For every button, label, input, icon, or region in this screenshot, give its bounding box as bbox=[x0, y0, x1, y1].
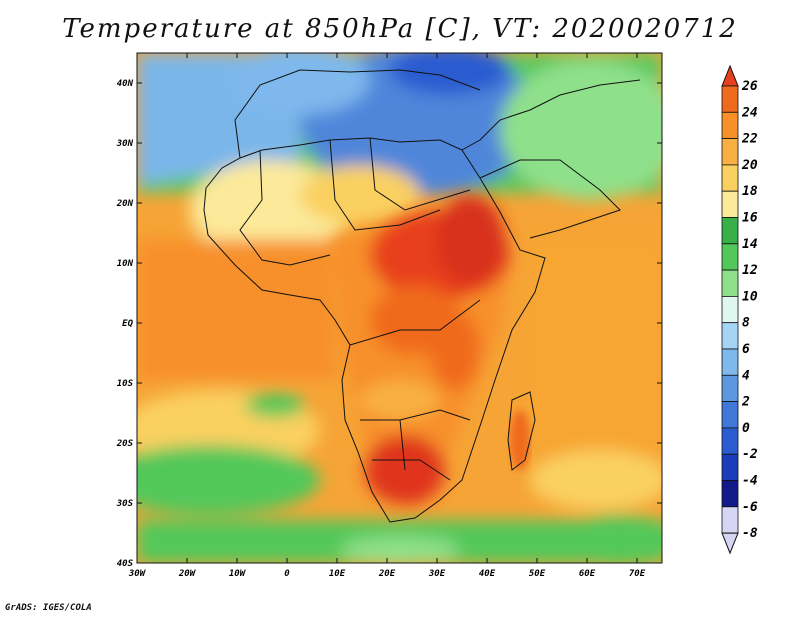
colorbar-label: 24 bbox=[741, 105, 758, 120]
lon-label-20w: 20W bbox=[178, 569, 197, 579]
colorbar-label: -4 bbox=[742, 474, 758, 489]
lon-label-30w: 30W bbox=[128, 569, 147, 579]
lat-label-10n: 10N bbox=[117, 259, 134, 269]
colorbar-label: -8 bbox=[742, 526, 758, 541]
map-title: Temperature at 850hPa [C], VT: 202002071… bbox=[62, 14, 738, 44]
plot-frame bbox=[136, 52, 663, 564]
colorbar-swatch bbox=[721, 374, 739, 402]
colorbar-label: 20 bbox=[741, 158, 758, 173]
colorbar-swatch bbox=[721, 164, 739, 192]
colorbar-swatch bbox=[721, 269, 739, 297]
colorbar-top-arrow bbox=[721, 64, 739, 87]
colorbar-swatch bbox=[721, 295, 739, 324]
colorbar-swatch bbox=[721, 190, 739, 218]
lat-label-40n: 40N bbox=[117, 79, 134, 89]
colorbar-swatch bbox=[721, 322, 739, 350]
colorbar-label: 12 bbox=[742, 263, 758, 278]
colorbar-swatch bbox=[721, 243, 739, 271]
lat-label-30n: 30N bbox=[116, 139, 134, 149]
lon-label-10w: 10W bbox=[229, 569, 247, 579]
lat-label-20s: 20S bbox=[116, 439, 134, 449]
colorbar-swatch bbox=[721, 138, 739, 166]
colorbar-label: 16 bbox=[742, 211, 758, 226]
lon-label-40e: 40E bbox=[479, 569, 496, 579]
colorbar-label: 22 bbox=[741, 132, 758, 147]
lon-label-10e: 10E bbox=[329, 569, 346, 579]
lon-label-20e: 20E bbox=[378, 569, 396, 579]
colorbar-label: 2 bbox=[741, 395, 750, 410]
colorbar-bottom-arrow bbox=[721, 532, 739, 555]
map-field bbox=[137, 53, 662, 563]
lon-label-50e: 50E bbox=[529, 569, 546, 579]
colorbar-label: 8 bbox=[742, 316, 750, 331]
colorbar-label: 14 bbox=[742, 237, 758, 252]
colorbar-swatch bbox=[721, 217, 739, 245]
lat-label-40s: 40S bbox=[117, 559, 134, 569]
colorbar-label: 0 bbox=[742, 421, 750, 436]
lat-label-30s: 30S bbox=[116, 499, 134, 509]
lon-label-30e: 30E bbox=[428, 569, 446, 579]
colorbar-label: 26 bbox=[741, 79, 758, 94]
map-ticks bbox=[136, 53, 662, 564]
lat-label-10s: 10S bbox=[117, 379, 134, 389]
colorbar-swatch bbox=[721, 85, 739, 113]
colorbar-swatch bbox=[721, 348, 739, 376]
lat-label-20n: 20N bbox=[116, 199, 134, 209]
colorbar-label: 10 bbox=[742, 289, 758, 304]
colorbar-swatch bbox=[721, 453, 739, 481]
colorbar-swatch bbox=[721, 401, 739, 429]
colorbar-label: 18 bbox=[742, 184, 758, 199]
lat-label-eq: EQ bbox=[122, 319, 133, 329]
colorbar-swatch bbox=[721, 427, 739, 455]
colorbar-label: -6 bbox=[742, 500, 758, 515]
colorbar-label: 4 bbox=[742, 368, 750, 383]
colorbar-label: -2 bbox=[742, 447, 758, 462]
lon-label-0: 0 bbox=[284, 569, 290, 579]
colorbar-swatch bbox=[721, 480, 739, 508]
colorbar-label: 6 bbox=[742, 342, 750, 357]
lon-label-60e: 60E bbox=[579, 569, 596, 579]
grads-credit: GrADS: IGES/COLA bbox=[5, 603, 92, 613]
colorbar-swatch bbox=[721, 506, 739, 534]
coastlines bbox=[203, 69, 641, 523]
lon-label-70e: 70E bbox=[629, 569, 646, 579]
colorbar-swatch bbox=[721, 111, 739, 140]
